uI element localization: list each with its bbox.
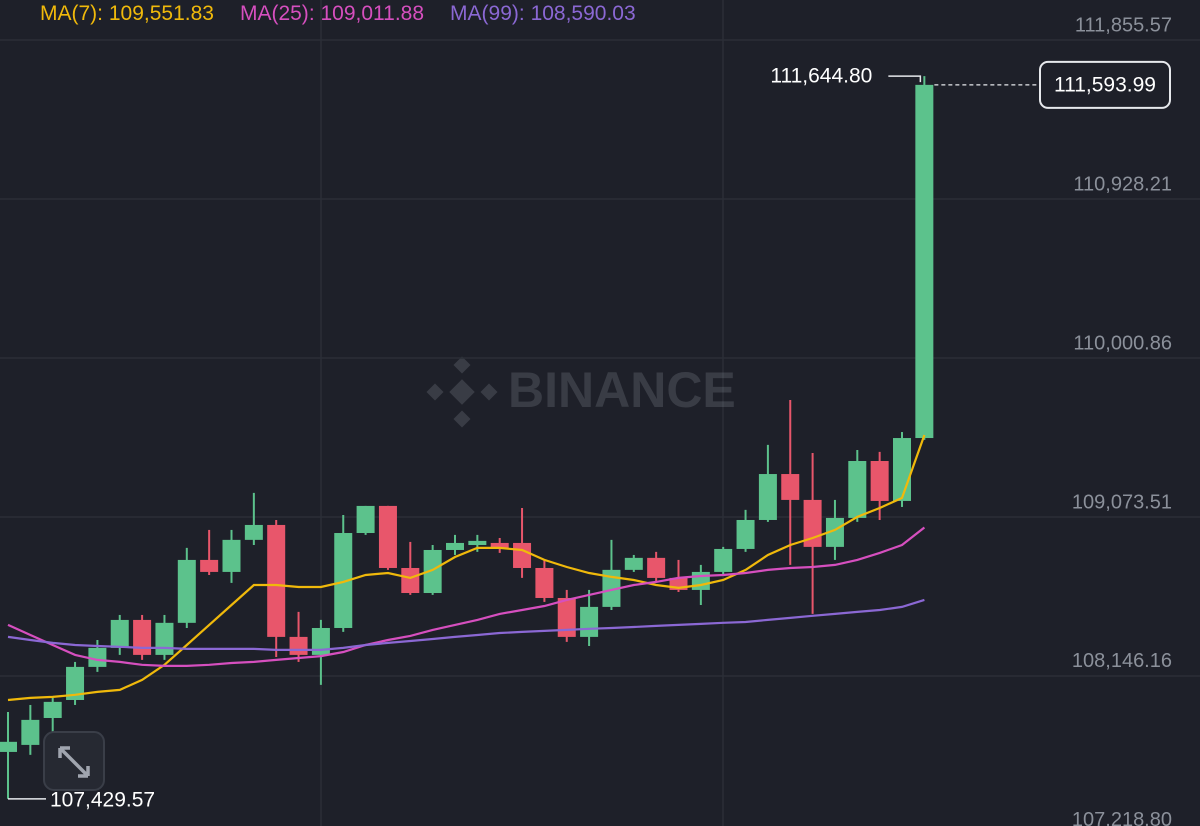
- candle-body: [289, 636, 308, 655]
- watermark-logo: [426, 356, 498, 428]
- candle-body: [155, 622, 174, 655]
- high-label: 111,644.80: [770, 65, 872, 88]
- y-tick-label: 111,855.57: [1075, 14, 1172, 36]
- last-price-label: 111,593.99: [1054, 73, 1156, 96]
- y-tick-label: 110,928.21: [1073, 173, 1172, 195]
- candle-body: [513, 542, 532, 568]
- candle-body: [43, 701, 62, 718]
- candle-body: [446, 542, 464, 550]
- candle-body: [222, 539, 241, 572]
- candle-body: [133, 619, 152, 655]
- y-tick-label: 108,146.16: [1072, 650, 1172, 672]
- y-tick-label: 107,218.80: [1072, 809, 1172, 826]
- candle-body: [378, 505, 397, 568]
- ma-legend: MA(7)109,551.83 MA(25)109,011.88 MA(99)108…: [40, 2, 662, 26]
- candle-body: [423, 549, 442, 594]
- candle-body: [490, 542, 509, 548]
- candle-body: [580, 606, 599, 637]
- legend-value: 109,011.88: [320, 2, 425, 25]
- candle-body: [177, 559, 196, 623]
- ma-line: [7, 598, 925, 651]
- y-tick-label: 109,073.51: [1072, 491, 1172, 513]
- candle-body: [401, 567, 420, 594]
- candle-body: [848, 461, 867, 518]
- legend-item: MA(99)108,590.03: [450, 2, 636, 25]
- legend-name: MA(99): [450, 2, 531, 25]
- candle-body: [647, 557, 666, 578]
- candle-body: [267, 524, 286, 637]
- legend-value: 108,590.03: [530, 2, 636, 25]
- candle-body: [624, 557, 643, 570]
- candle-body: [535, 567, 554, 598]
- candle-body: [714, 548, 733, 572]
- y-tick-label: 110,000.86: [1073, 332, 1172, 354]
- ma-line: [7, 434, 926, 702]
- last-price-box: [1039, 60, 1171, 109]
- candle-body: [557, 597, 576, 637]
- candle-body: [736, 519, 755, 549]
- candle-body: [110, 619, 129, 648]
- legend-item: MA(7)109,551.83: [40, 2, 214, 25]
- candle-body: [0, 741, 17, 752]
- candle-body: [893, 438, 911, 501]
- candle-body: [88, 647, 107, 667]
- legend-value: 109,551.83: [108, 2, 214, 25]
- candle-body: [468, 540, 487, 546]
- legend-name: MA(7): [40, 2, 109, 25]
- candle-body: [758, 474, 777, 520]
- high-marker: [888, 75, 922, 83]
- low-label: 107,429.57: [50, 788, 155, 811]
- candle-body: [825, 517, 844, 547]
- candle-body: [244, 524, 263, 540]
- candle-body: [781, 474, 800, 500]
- candle-body: [200, 559, 219, 572]
- candle-body: [602, 569, 621, 607]
- watermark-text: BINANCE: [508, 362, 736, 418]
- candle-body: [66, 666, 85, 700]
- candle-body: [21, 719, 40, 745]
- candle-body: [311, 627, 330, 655]
- candle-body: [803, 499, 822, 547]
- candle-body: [870, 461, 889, 501]
- legend-item: MA(25)109,011.88: [240, 2, 424, 25]
- candle-body: [356, 505, 375, 534]
- expand-button[interactable]: [43, 731, 105, 791]
- candle-body: [334, 533, 353, 628]
- legend-name: MA(25): [240, 2, 321, 25]
- candle-body: [915, 84, 934, 439]
- ma-line: [7, 526, 926, 667]
- watermark: BINANCE: [426, 356, 736, 428]
